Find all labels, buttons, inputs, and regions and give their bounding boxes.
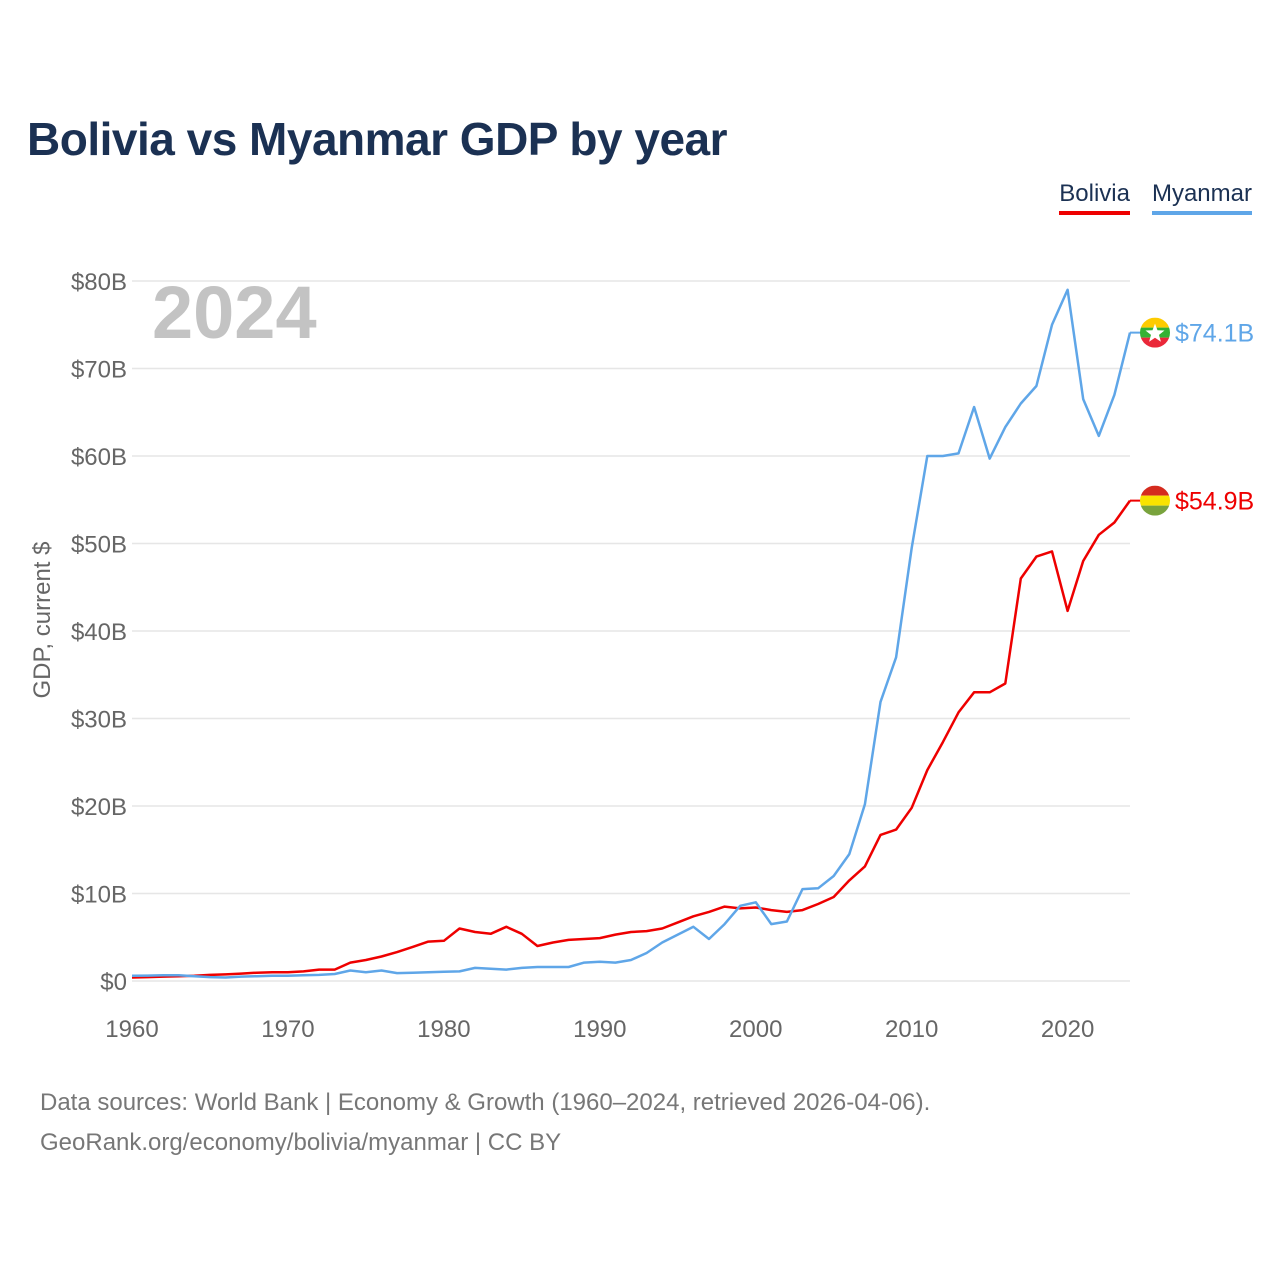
- y-tick-label: $0: [100, 969, 127, 996]
- y-tick-label: $40B: [71, 619, 127, 646]
- line-chart: $0$10B$20B$30B$40B$50B$60B$70B$80B 1960 1…: [29, 269, 1254, 1043]
- x-tick-label: 1970: [261, 1016, 314, 1043]
- source-note: Data sources: World Bank | Economy & Gro…: [40, 1083, 930, 1163]
- x-tick-label: 1980: [417, 1016, 470, 1043]
- series-lines: [131, 288, 1132, 979]
- end-label-bolivia: $54.9B: [1175, 488, 1254, 516]
- legend-item-myanmar[interactable]: Myanmar: [1151, 180, 1252, 215]
- y-axis-ticks: $0 $10B $20B $30B $40B $50B $60B $70B $80B: [71, 269, 127, 996]
- legend: Bolivia Myanmar: [1059, 180, 1252, 215]
- flag-band: [1140, 505, 1170, 516]
- y-axis-label: GDP, current $: [29, 542, 56, 699]
- series-line-bolivia: [131, 499, 1132, 979]
- year-watermark: 2024: [152, 271, 317, 354]
- end-markers: $54.9B $74.1B: [1130, 317, 1254, 516]
- flag-band: [1140, 337, 1170, 348]
- gridlines: [132, 280, 1130, 982]
- x-axis-ticks: 1960 1970 1980 1990 2000 2010 2020: [105, 1016, 1094, 1043]
- series-line-myanmar: [131, 288, 1132, 979]
- flag-star-icon: [1145, 323, 1165, 342]
- source-line-1: Data sources: World Bank | Economy & Gro…: [40, 1089, 931, 1116]
- source-line-2: GeoRank.org/economy/bolivia/myanmar | CC…: [40, 1129, 562, 1156]
- legend-item-bolivia[interactable]: Bolivia: [1059, 180, 1130, 215]
- y-tick-label: $50B: [71, 532, 127, 559]
- y-tick-label: $80B: [71, 269, 127, 296]
- x-tick-label: 1960: [105, 1016, 158, 1043]
- chart-title: Bolivia vs Myanmar GDP by year: [27, 113, 728, 165]
- y-tick-label: $60B: [71, 444, 127, 471]
- x-tick-label: 2010: [885, 1016, 938, 1043]
- end-label-myanmar: $74.1B: [1175, 320, 1254, 348]
- y-tick-label: $70B: [71, 357, 127, 384]
- flag-bolivia-icon: [1140, 485, 1170, 516]
- flag-band: [1140, 485, 1170, 496]
- y-tick-label: $20B: [71, 794, 127, 821]
- flag-myanmar-icon: [1140, 317, 1170, 348]
- x-tick-label: 2000: [729, 1016, 782, 1043]
- flag-band: [1140, 495, 1170, 506]
- x-tick-label: 1990: [573, 1016, 626, 1043]
- y-tick-label: $30B: [71, 707, 127, 734]
- x-tick-label: 2020: [1041, 1016, 1094, 1043]
- flag-band: [1140, 317, 1170, 328]
- y-tick-label: $10B: [71, 882, 127, 909]
